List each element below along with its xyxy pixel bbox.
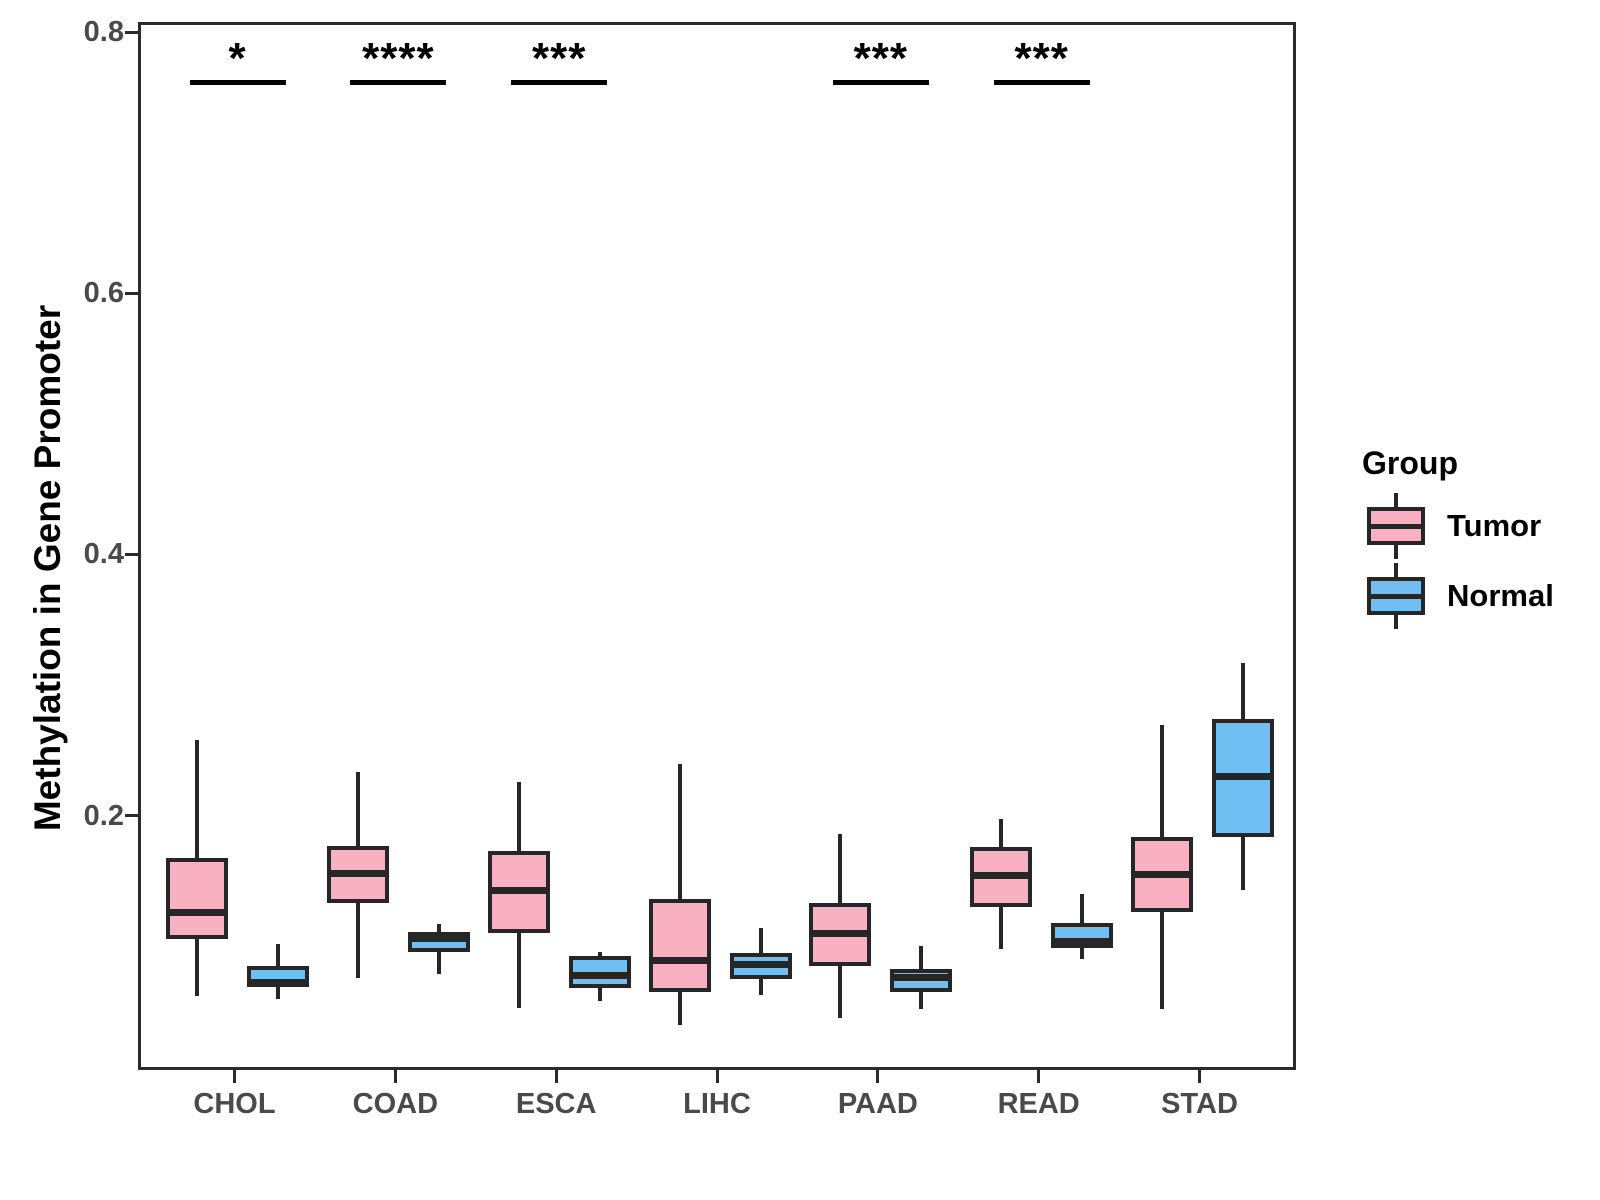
box-tumor-chol: [166, 857, 228, 939]
median-normal-read: [1051, 937, 1114, 945]
median-normal-esca: [568, 971, 631, 979]
x-tick-mark-paad: [876, 1070, 880, 1083]
significance-stars-esca: ***: [531, 33, 587, 83]
median-tumor-esca: [487, 886, 550, 894]
y-tick-label-0.2: 0.2: [83, 799, 124, 832]
significance-bar-coad: [350, 79, 447, 85]
x-label-esca: ESCA: [515, 1088, 597, 1120]
x-tick-mark-chol: [233, 1070, 236, 1083]
y-tick-mark-0.8: [125, 30, 138, 34]
significance-stars-paad: ***: [853, 33, 909, 83]
median-tumor-paad: [809, 929, 872, 937]
x-label-coad: COAD: [352, 1088, 439, 1120]
significance-bar-chol: [189, 79, 286, 85]
significance-stars-chol: *: [228, 33, 247, 83]
x-tick-mark-lihc: [715, 1070, 719, 1083]
box-tumor-lihc: [648, 899, 711, 993]
legend-key-tumor: [1367, 493, 1425, 559]
legend-label-tumor: Tumor: [1447, 508, 1542, 543]
x-tick-mark-stad: [1198, 1070, 1201, 1083]
significance-bar-paad: [832, 79, 929, 85]
median-tumor-coad: [326, 869, 389, 877]
x-label-stad: STAD: [1161, 1088, 1238, 1120]
x-label-lihc: LIHC: [683, 1088, 751, 1120]
x-tick-mark-esca: [554, 1070, 558, 1083]
significance-bar-read: [993, 79, 1090, 85]
y-tick-label-0.4: 0.4: [83, 538, 124, 571]
y-tick-mark-0.6: [125, 291, 138, 295]
legend-key-median: [1367, 594, 1425, 599]
legend-title: Group: [1362, 445, 1458, 481]
median-tumor-stad: [1131, 871, 1193, 879]
median-tumor-lihc: [648, 957, 711, 965]
median-normal-lihc: [729, 961, 792, 969]
median-normal-paad: [890, 974, 953, 982]
x-label-paad: PAAD: [837, 1088, 918, 1120]
median-normal-chol: [247, 979, 309, 987]
plot-panel: * **** *** *** ***: [138, 22, 1296, 1070]
legend-key-median: [1367, 524, 1425, 529]
x-label-read: READ: [997, 1088, 1080, 1120]
legend-key-normal: [1367, 563, 1425, 629]
y-tick-label-0.6: 0.6: [83, 277, 124, 310]
significance-bar-esca: [511, 79, 608, 85]
y-tick-mark-0.4: [125, 552, 138, 556]
significance-stars-coad: ****: [362, 33, 435, 83]
median-tumor-read: [970, 872, 1033, 880]
median-tumor-chol: [166, 908, 228, 916]
x-tick-mark-read: [1037, 1070, 1041, 1083]
whisker-tumor-lihc: [677, 763, 682, 1025]
significance-stars-read: ***: [1014, 33, 1069, 83]
median-normal-coad: [407, 935, 470, 943]
median-normal-stad: [1212, 773, 1274, 781]
x-label-chol: CHOL: [193, 1088, 276, 1120]
y-tick-mark-0.2: [125, 814, 138, 817]
legend-label-normal: Normal: [1447, 578, 1554, 613]
x-tick-mark-coad: [393, 1070, 397, 1083]
y-tick-label-0.8: 0.8: [83, 16, 124, 49]
